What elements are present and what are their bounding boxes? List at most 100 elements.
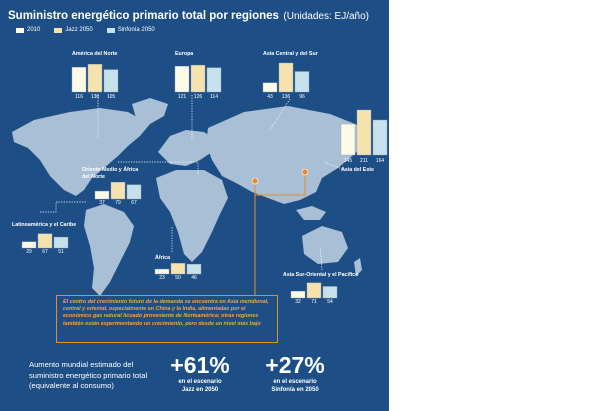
region-label: Asia Sur-Oriental y el Pacífico [283,272,359,278]
value-labels: 23 50 46 [155,275,201,281]
asia-shape [206,106,368,204]
leader-middle-east [118,161,199,174]
legend-label-jazz: Jazz 2050 [65,27,93,33]
new-zealand-shape [354,258,362,276]
value-labels: 29 67 51 [22,249,68,255]
bars [21,233,69,249]
bar-jazz-2050 [306,282,322,299]
bars [340,109,388,156]
stat-jazz-caption: en el escenario Jazz en 2050 [178,379,222,393]
value-label: 211 [360,158,368,164]
value-label: 29 [26,249,32,255]
region-chart-north-america: América del Norte 116 130 105 [71,51,132,103]
value-label: 32 [295,299,301,305]
legend-label-2010: 2010 [27,27,41,33]
value-label: 37 [99,200,105,206]
infographic-panel: Suministro energético primario total por… [0,0,389,411]
bar-sinfonia-2050 [294,71,310,93]
value-label: 23 [159,275,165,281]
legend-item-2010: 2010 [16,27,40,33]
leader-asia-east [323,161,346,171]
bar-sinfonia-2050 [103,69,119,93]
bar-sinfonia-2050 [53,236,69,249]
value-label: 79 [115,200,121,206]
value-label: 51 [58,249,64,255]
region-label: América del Norte [72,51,118,57]
bars [290,282,338,299]
value-labels: 116 130 105 [72,94,118,100]
value-label: 114 [210,94,218,100]
bar-2010 [154,268,170,275]
bars [94,181,142,200]
region-label: Oriente Medio y África del Norte [82,167,139,180]
stat-jazz-value: +61% [170,352,230,378]
legend-swatch-sinfonia [106,27,115,33]
leader-asia-central [269,98,291,131]
stat-jazz: +61% en el escenario Jazz en 2050 [160,352,240,394]
legend: 2010 Jazz 2050 Sinfonía 2050 [16,27,155,33]
australia-shape [302,226,348,264]
value-label: 67 [42,249,48,255]
region-label: Asia del Este [341,167,374,173]
bar-2010 [340,123,356,156]
bar-2010 [174,65,190,93]
value-labels: 121 126 114 [175,94,221,100]
units-text: (Unidades: EJ/año) [283,11,369,22]
value-label: 126 [193,94,203,100]
legend-swatch-jazz [54,27,63,33]
region-chart-asia-este: 145 211 164 Asia del Este [340,109,389,178]
legend-label-sinfonia: Sinfonía 2050 [117,27,155,33]
region-chart-asia-central-sur: Asia Central y del Sur 43 136 96 [262,51,353,103]
region-label: Latinoamérica y el Caribe [12,222,77,228]
bar-2010 [71,67,87,93]
chart-title: Suministro energético primario total por… [8,6,369,24]
value-labels: 32 71 54 [291,299,337,305]
bar-2010 [94,190,110,200]
value-label: 136 [281,94,291,100]
value-label: 116 [75,94,83,100]
region-label: Europa [175,51,194,57]
legend-item-sinfonia: Sinfonía 2050 [106,27,155,33]
bar-jazz-2050 [87,64,103,93]
region-label: Asia Central y del Sur [263,51,318,57]
value-label: 50 [175,275,181,281]
bar-sinfonia-2050 [322,286,338,299]
value-label: 105 [106,94,116,100]
callout-connector [254,175,306,295]
stat-sinfonia-caption: en el escenario Sinfonía en 2050 [271,379,319,393]
region-chart-europe: Europa 121 126 114 [174,51,235,103]
bar-2010 [290,290,306,299]
value-labels: 145 211 164 [341,158,387,164]
china-marker [301,168,309,176]
bars [71,64,119,93]
bars [154,263,202,275]
bar-sinfonia-2050 [186,263,202,275]
bar-jazz-2050 [190,64,206,93]
value-label: 46 [191,275,197,281]
callout-box: El centro del crecimiento futuro de la d… [56,295,278,343]
bar-jazz-2050 [278,62,294,93]
bar-2010 [21,241,37,249]
value-labels: 37 79 67 [95,200,141,206]
bar-sinfonia-2050 [206,67,222,93]
south-america-shape [84,204,134,296]
bars [262,62,310,93]
bar-jazz-2050 [170,263,186,275]
bar-sinfonia-2050 [126,184,142,200]
value-labels: 43 136 96 [263,94,309,100]
world-map [12,95,368,296]
value-label: 121 [177,94,187,100]
africa-shape [156,170,228,262]
stat-sinfonia-value: +27% [265,352,325,378]
footer-label: Aumento mundial estimado del suministro … [29,360,148,390]
title-text: Suministro energético primario total por… [8,10,279,22]
north-america-shape [12,108,150,196]
region-chart-oriente-medio: Oriente Medio y África del Norte 37 79 6… [82,167,152,227]
value-label: 164 [375,158,385,164]
region-chart-latinoamerica: Latinoamérica y el Caribe 29 67 51 [12,222,92,262]
value-label: 43 [267,94,273,100]
bar-jazz-2050 [356,109,372,156]
bars [174,64,222,93]
stat-sinfonia: +27% en el escenario Sinfonía en 2050 [250,352,340,394]
bar-sinfonia-2050 [372,119,388,156]
